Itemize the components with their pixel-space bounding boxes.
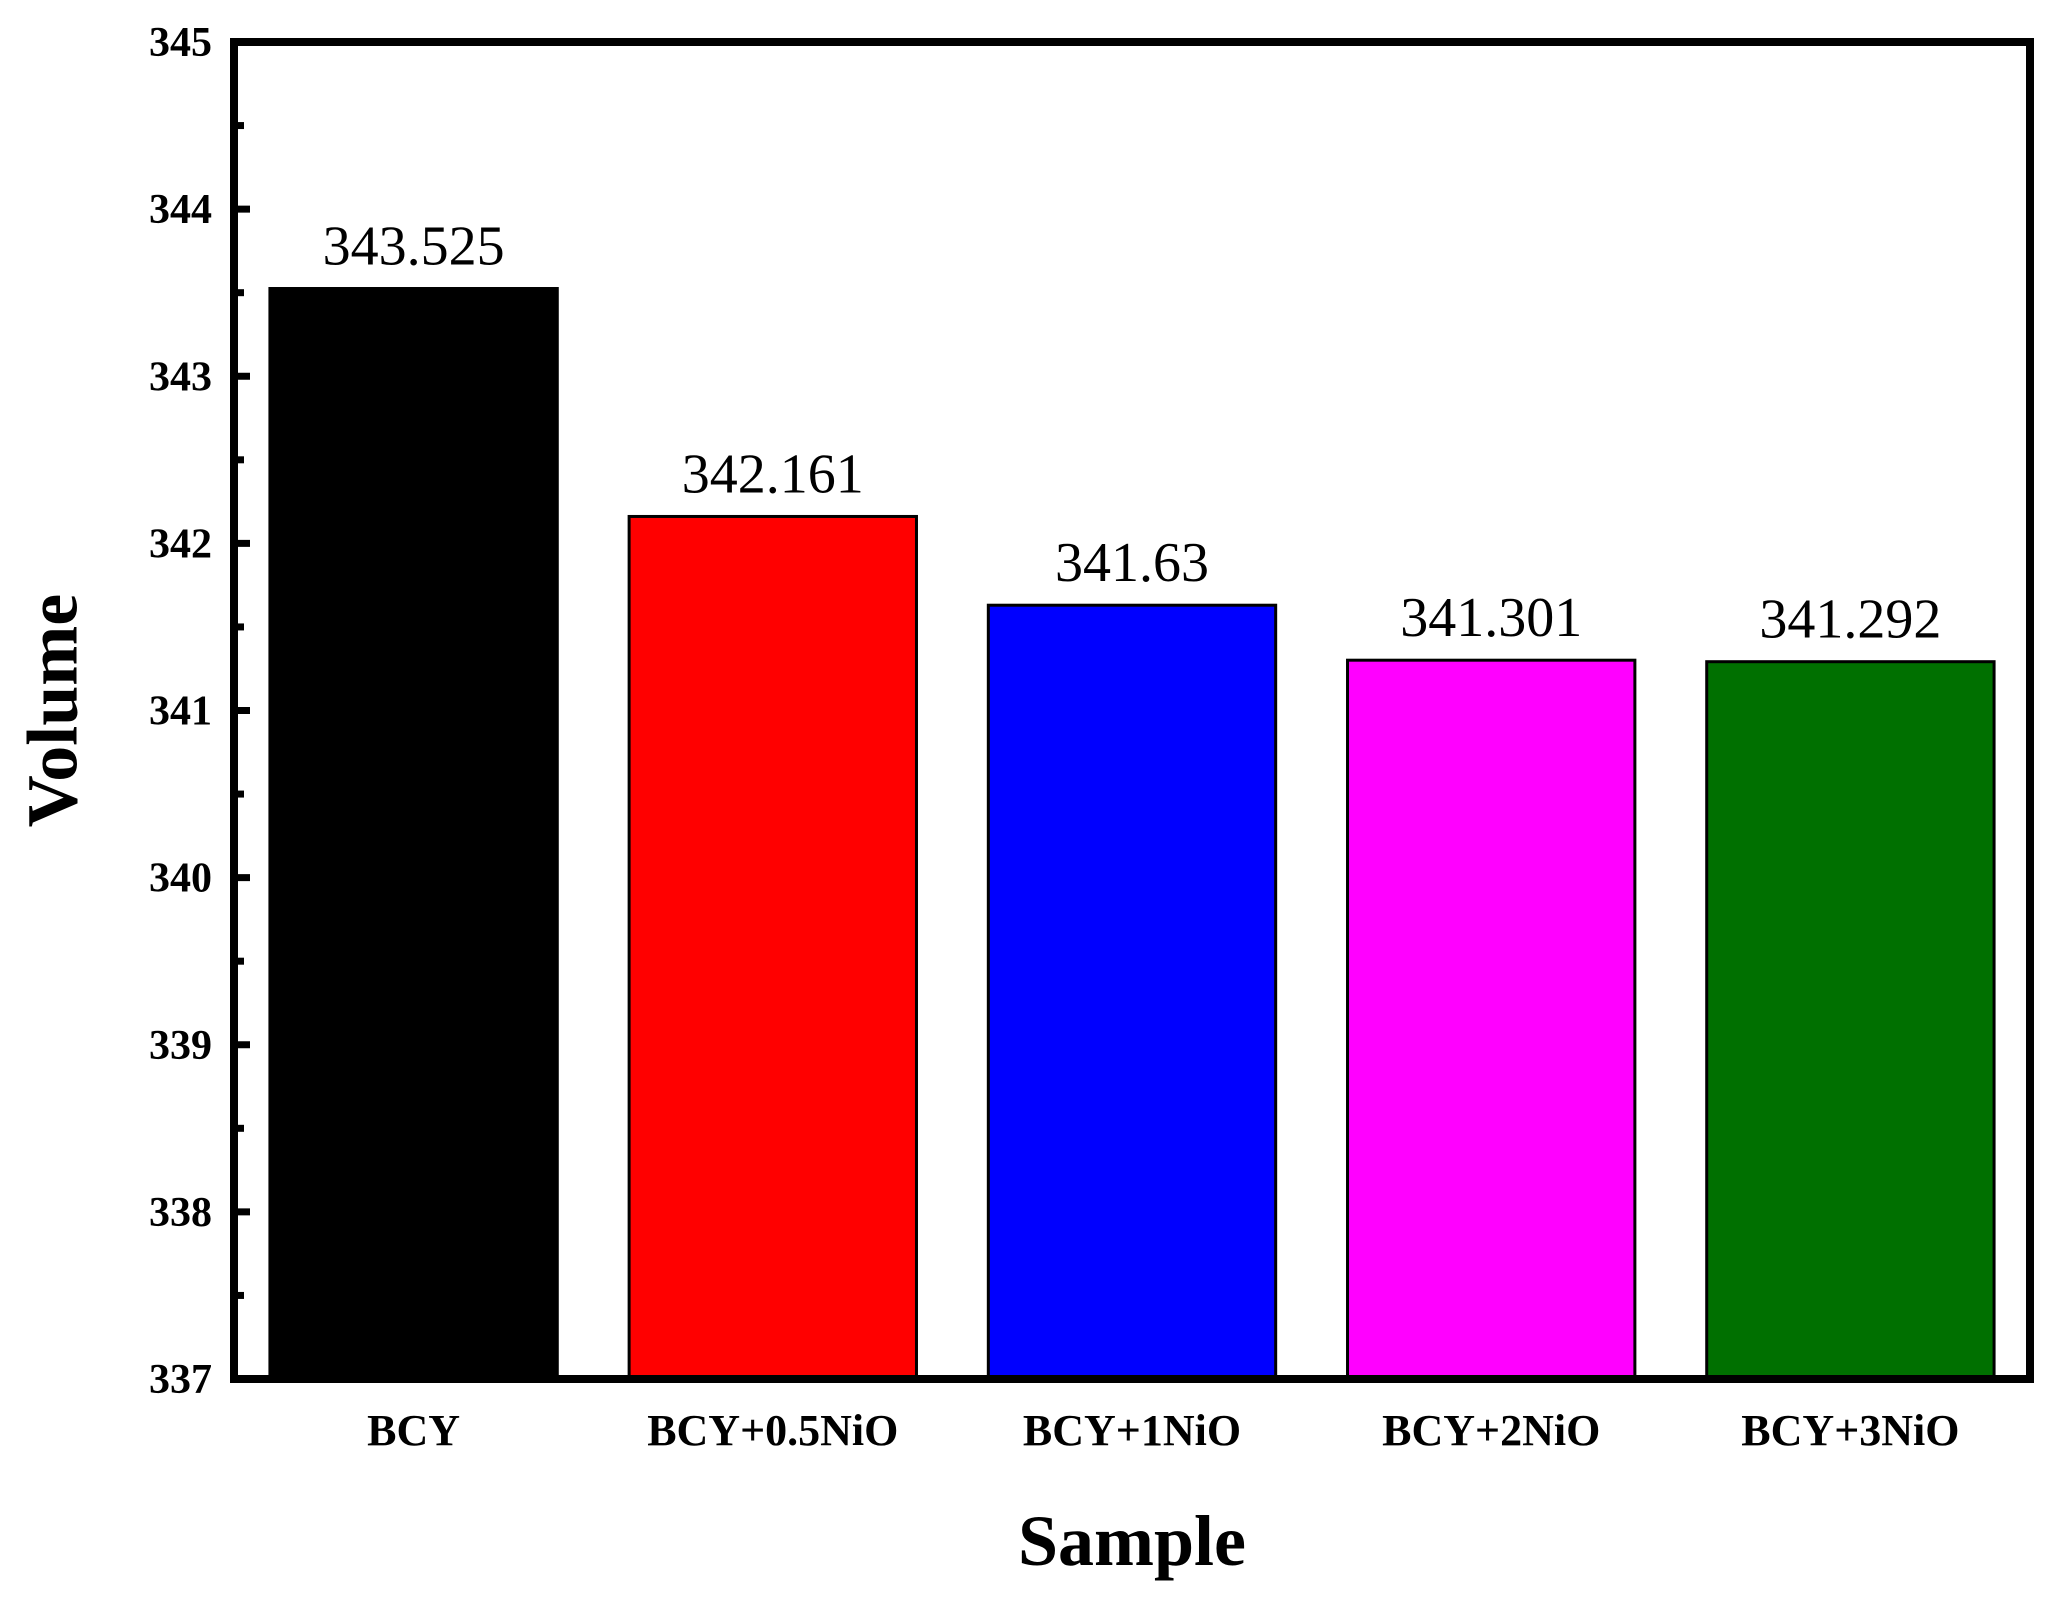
y-tick-label-1: 338 <box>149 1190 212 1236</box>
value-labels-layer: 343.525 342.161 341.63 341.301 341.292 <box>323 216 1942 651</box>
bar-3 <box>1346 658 1637 1381</box>
y-tick-label-0: 337 <box>149 1357 212 1403</box>
x-tick-label-2: BCY+1NiO <box>1023 1406 1241 1455</box>
bar-value-label-1: 342.161 <box>682 443 864 505</box>
bars-layer <box>268 287 1996 1381</box>
y-axis-title: Volume <box>13 594 93 827</box>
bar-value-label-0: 343.525 <box>323 216 505 278</box>
x-tick-label-0: BCY <box>367 1406 460 1455</box>
x-tick-label-1: BCY+0.5NiO <box>647 1406 898 1455</box>
bar-4 <box>1705 660 1996 1381</box>
y-tick-label-3: 340 <box>149 856 212 902</box>
bar-1 <box>627 514 918 1381</box>
y-tick-labels-layer: 337 338 339 340 341 342 343 344 345 <box>149 20 212 1403</box>
x-tick-label-4: BCY+3NiO <box>1741 1406 1959 1455</box>
y-tick-label-6: 343 <box>149 354 212 400</box>
y-tick-label-2: 339 <box>149 1023 212 1069</box>
bar-2 <box>986 603 1278 1381</box>
y-tick-label-7: 344 <box>149 187 212 233</box>
bar-value-label-2: 341.63 <box>1055 532 1209 594</box>
y-tick-label-4: 341 <box>149 689 212 735</box>
y-tick-label-8: 345 <box>149 20 212 66</box>
y-tick-label-5: 342 <box>149 521 212 567</box>
x-category-labels-layer: BCY BCY+0.5NiO BCY+1NiO BCY+2NiO BCY+3NiO <box>367 1406 1959 1455</box>
x-tick-label-3: BCY+2NiO <box>1382 1406 1600 1455</box>
bar-value-label-4: 341.292 <box>1759 589 1941 651</box>
bar-0 <box>268 287 559 1381</box>
x-axis-title: Sample <box>1018 1501 1246 1581</box>
plot-frame <box>230 38 2034 1383</box>
bar-value-label-3: 341.301 <box>1400 587 1582 649</box>
